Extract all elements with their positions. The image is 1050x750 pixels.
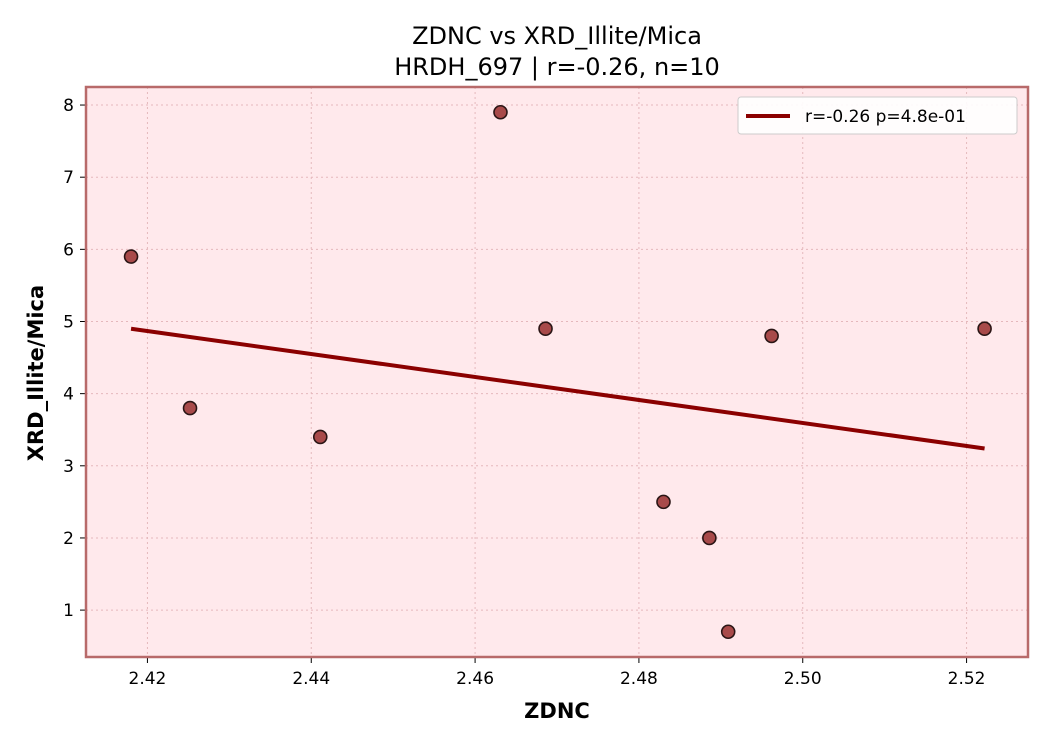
axis-ticks: 2.42 2.44 2.46 2.48 2.50 2.52 1 2 3 4 5 6 7 8: [63, 96, 985, 689]
data-point: [182, 400, 198, 416]
data-point: [702, 530, 717, 546]
fit-line-layer: [130, 326, 985, 451]
y-tick-label: 8: [63, 96, 74, 116]
y-tick-label: 1: [63, 601, 74, 621]
legend-box: [737, 96, 1018, 135]
x-axis-label: ZDNC: [524, 699, 590, 723]
y-tick-label: 2: [63, 529, 74, 549]
y-axis-label: XRD_Illite/Mica: [24, 285, 48, 461]
legend: r=-0.26 p=4.8e-01: [737, 96, 1018, 135]
y-tick-label: 5: [63, 312, 74, 332]
data-point: [493, 104, 508, 120]
data-point: [656, 494, 671, 510]
x-tick-label: 2.50: [784, 669, 822, 689]
x-tick-label: 2.48: [620, 669, 658, 689]
x-tick-label: 2.44: [292, 669, 330, 689]
y-tick-label: 7: [63, 168, 74, 188]
data-point: [977, 321, 992, 337]
plot-area: [86, 87, 1028, 657]
data-point: [720, 624, 736, 640]
chart-subtitle: HRDH_697 | r=-0.26, n=10: [394, 53, 720, 81]
y-tick-label: 4: [63, 385, 74, 405]
x-tick-label: 2.42: [129, 669, 167, 689]
plot-frame: [84, 85, 1030, 659]
data-points: [123, 104, 992, 640]
x-tick-label: 2.52: [948, 669, 986, 689]
data-point: [312, 429, 328, 445]
x-tick-label: 2.46: [456, 669, 494, 689]
data-point: [764, 328, 779, 344]
y-tick-label: 3: [63, 457, 74, 477]
legend-fit-line-label: r=-0.26 p=4.8e-01: [805, 107, 966, 127]
data-point: [123, 249, 139, 264]
data-point: [538, 321, 553, 337]
fit-line: [130, 326, 985, 451]
y-tick-label: 6: [63, 240, 74, 260]
chart-title: ZDNC vs XRD_Illite/Mica: [412, 22, 702, 50]
